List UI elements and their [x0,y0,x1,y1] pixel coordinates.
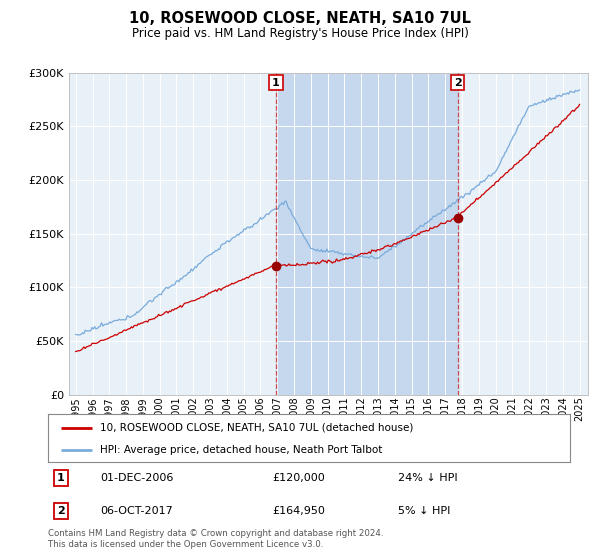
Text: 1: 1 [272,78,280,87]
Text: 2: 2 [454,78,462,87]
Text: £164,950: £164,950 [272,506,325,516]
Text: Price paid vs. HM Land Registry's House Price Index (HPI): Price paid vs. HM Land Registry's House … [131,27,469,40]
Text: 01-DEC-2006: 01-DEC-2006 [100,473,173,483]
Text: 10, ROSEWOOD CLOSE, NEATH, SA10 7UL (detached house): 10, ROSEWOOD CLOSE, NEATH, SA10 7UL (det… [100,423,413,433]
Bar [276,73,458,395]
Text: 10, ROSEWOOD CLOSE, NEATH, SA10 7UL: 10, ROSEWOOD CLOSE, NEATH, SA10 7UL [129,11,471,26]
Text: HPI: Average price, detached house, Neath Port Talbot: HPI: Average price, detached house, Neat… [100,445,383,455]
Text: 06-OCT-2017: 06-OCT-2017 [100,506,173,516]
Text: 1: 1 [57,473,65,483]
Text: £120,000: £120,000 [272,473,325,483]
Text: 2: 2 [57,506,65,516]
Text: 5% ↓ HPI: 5% ↓ HPI [398,506,450,516]
Text: 24% ↓ HPI: 24% ↓ HPI [398,473,457,483]
Text: Contains HM Land Registry data © Crown copyright and database right 2024.
This d: Contains HM Land Registry data © Crown c… [48,529,383,549]
